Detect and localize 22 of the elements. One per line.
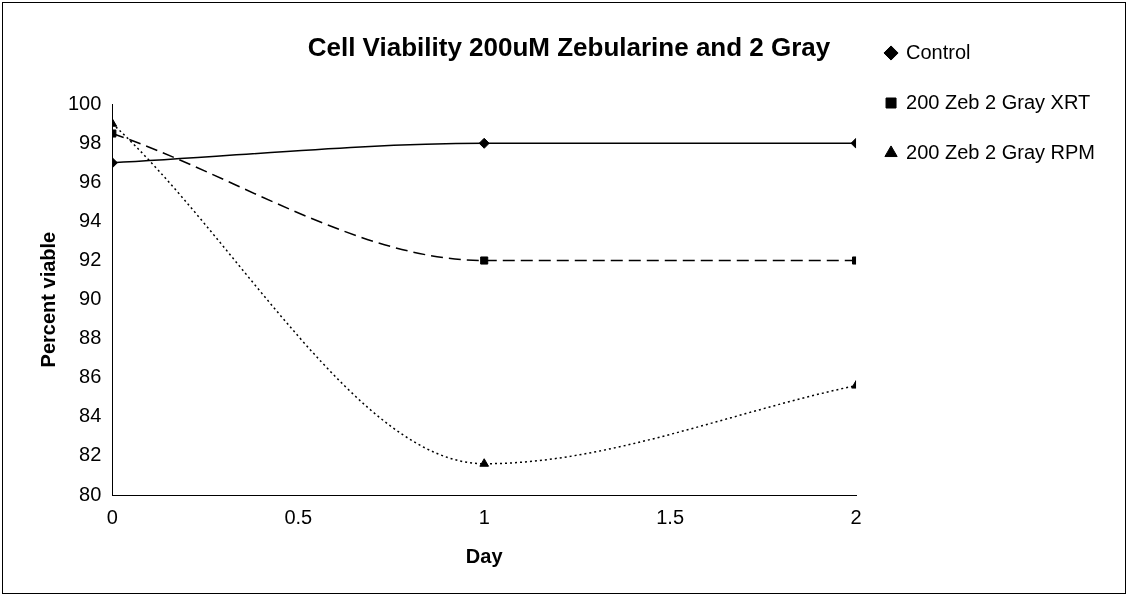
x-tick-label: 0 — [106, 505, 118, 528]
legend-label: Control — [906, 40, 971, 63]
y-tick-label: 100 — [67, 91, 102, 114]
y-tick-label: 92 — [79, 248, 102, 271]
y-tick-label: 90 — [79, 287, 102, 310]
y-tick-label: 94 — [79, 208, 102, 231]
y-tick-label: 88 — [79, 326, 102, 349]
y-tick-label: 96 — [79, 169, 102, 192]
x-tick-label: 1.5 — [656, 505, 685, 528]
x-tick-label: 0.5 — [284, 505, 313, 528]
x-axis-title: Day — [465, 544, 504, 567]
y-tick-label: 86 — [79, 365, 102, 388]
y-tick-label: 80 — [79, 482, 102, 505]
y-axis-title: Percent viable — [36, 231, 59, 368]
y-tick-label: 98 — [79, 130, 102, 153]
y-tick-label: 82 — [79, 443, 102, 466]
x-tick-label: 2 — [850, 505, 862, 528]
legend-label: 200 Zeb 2 Gray RPM — [906, 140, 1095, 163]
chart-title: Cell Viability 200uM Zebularine and 2 Gray — [307, 31, 831, 62]
x-tick-label: 1 — [478, 505, 490, 528]
y-tick-label: 84 — [79, 404, 102, 427]
legend-label: 200 Zeb 2 Gray XRT — [906, 90, 1091, 113]
